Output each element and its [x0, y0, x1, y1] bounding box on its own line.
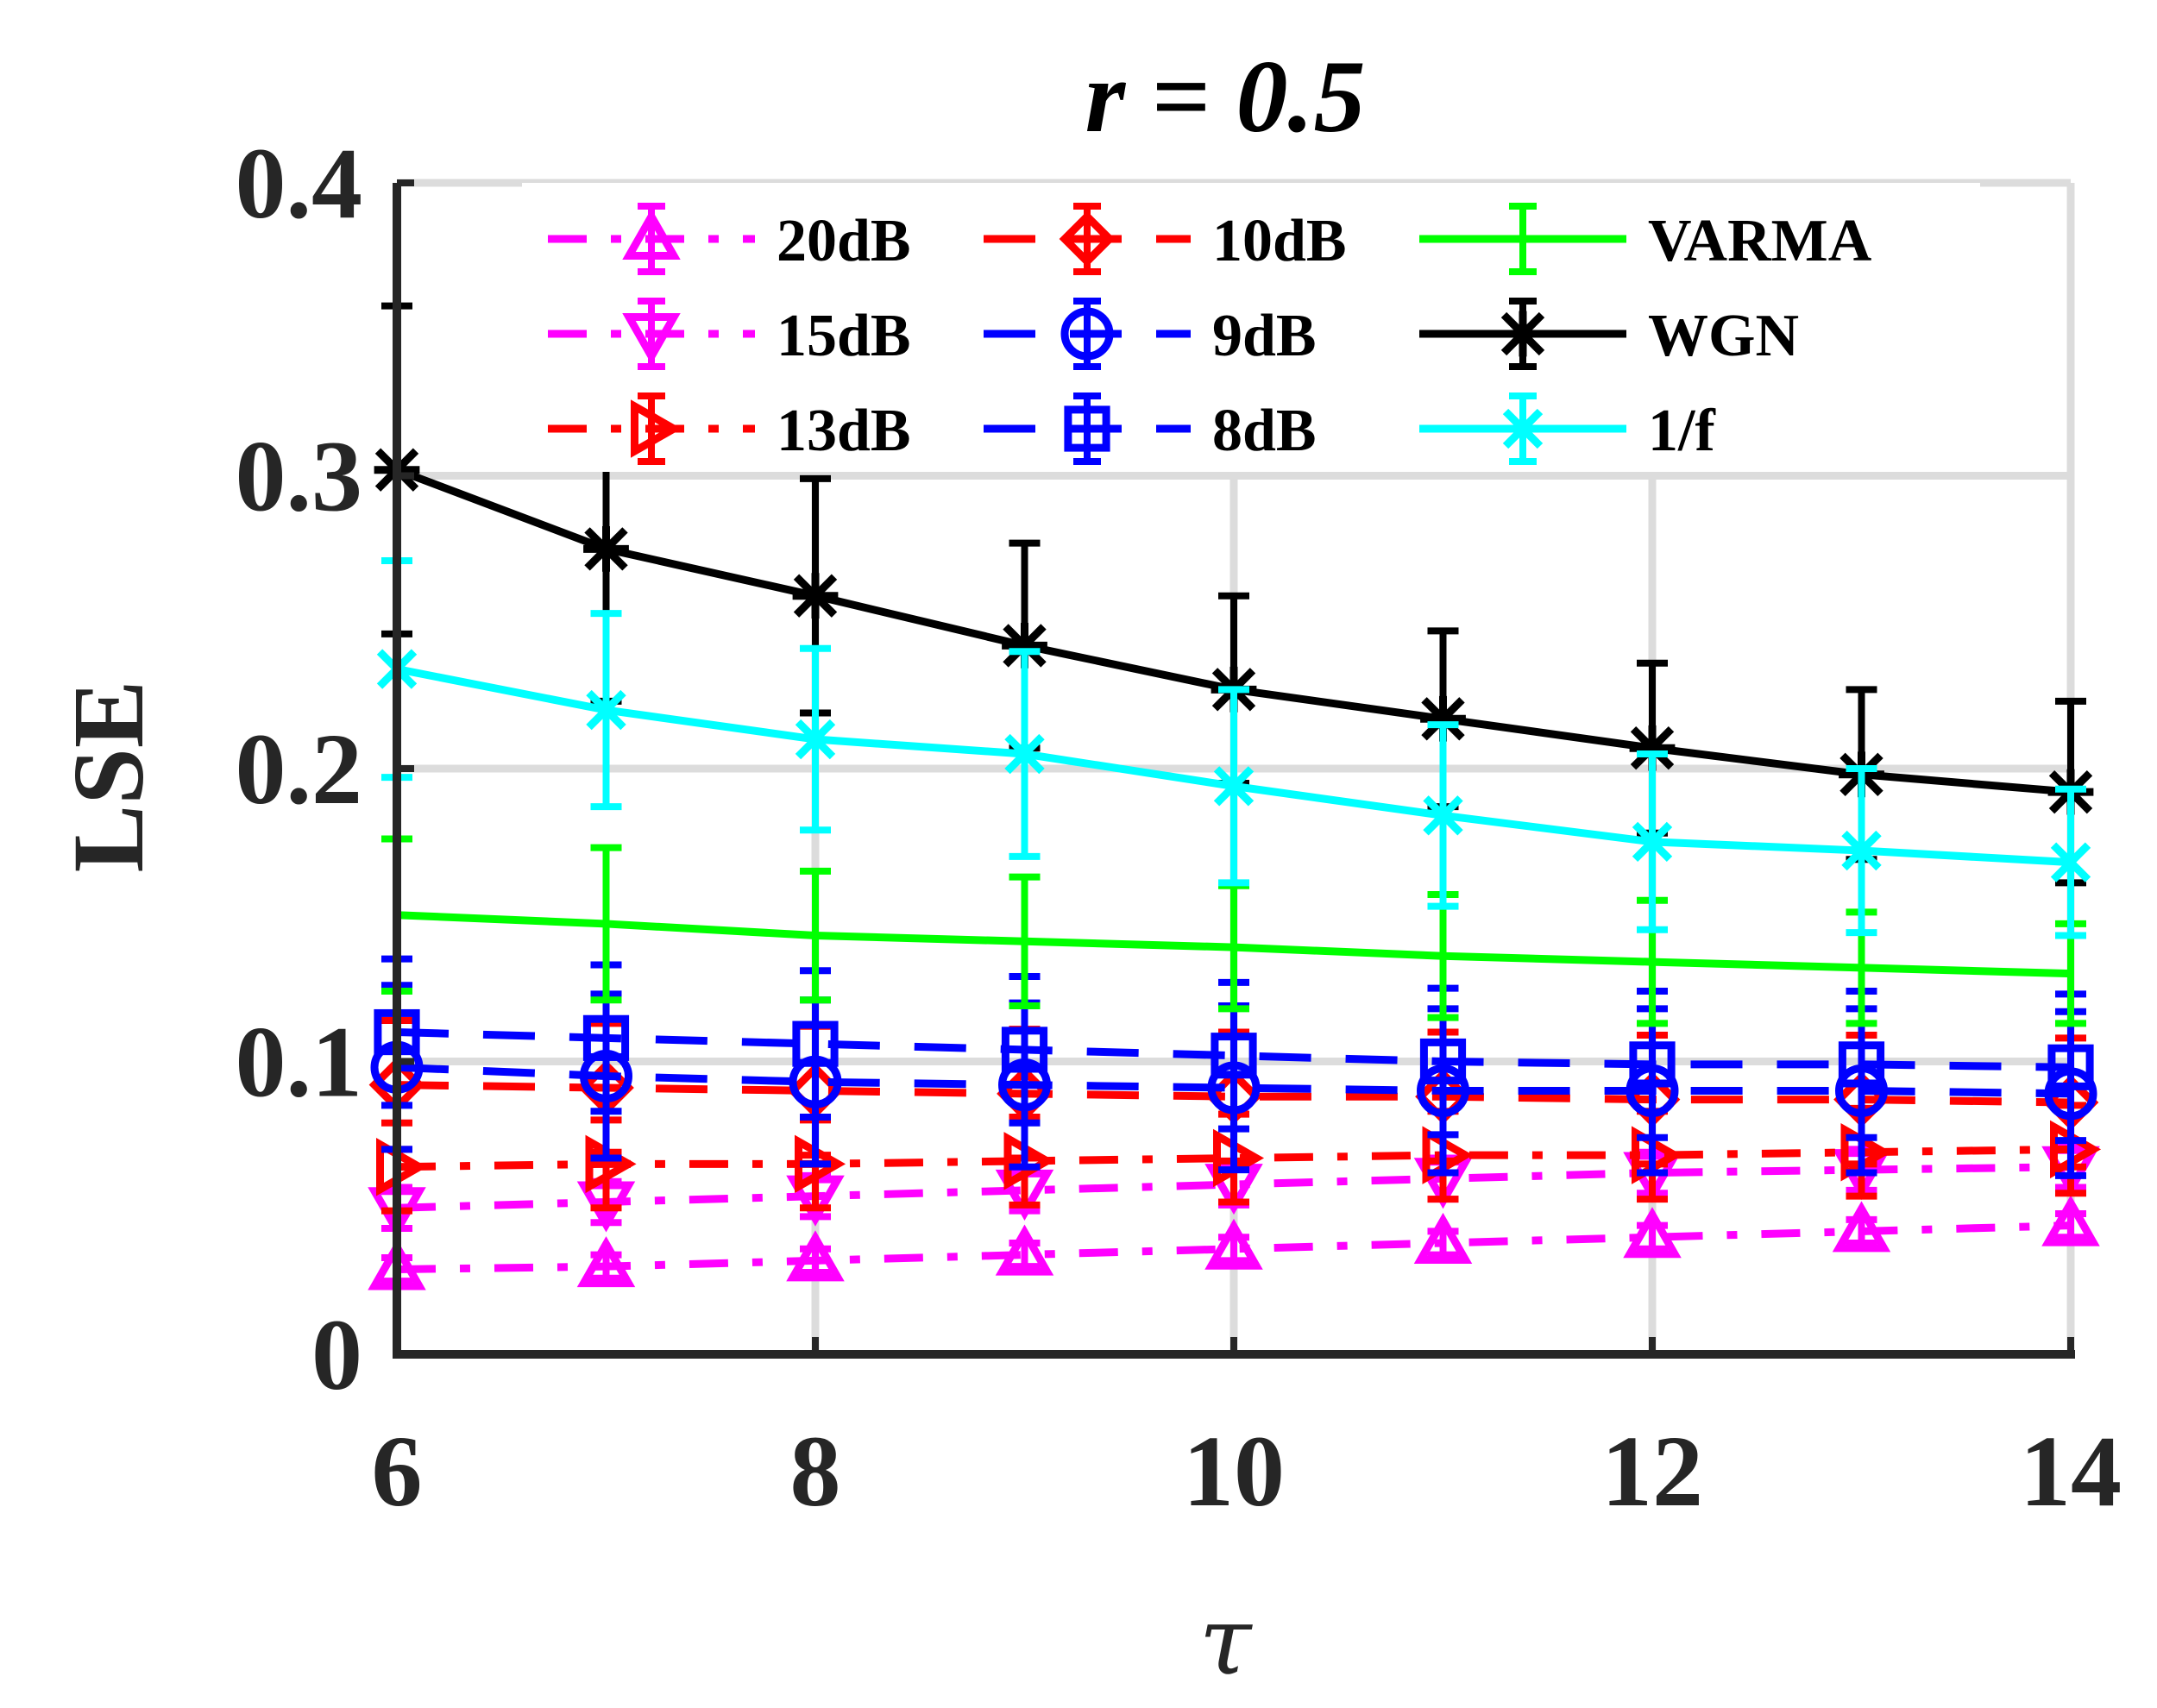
- data-point-marker: [1500, 311, 1546, 357]
- series-line: [396, 911, 2072, 978]
- data-point-marker: [1060, 307, 1114, 361]
- legend: 20dB 15dB 13dB 10dB 9dB 8dB VARMA WGN 1/f: [522, 183, 1980, 472]
- data-point-marker: [792, 573, 839, 619]
- legend-item: 13dB: [548, 392, 911, 465]
- data-point-marker-stroke: [1841, 830, 1882, 871]
- legend-box: [522, 183, 1980, 472]
- legend-item: 1/f: [1419, 392, 1715, 465]
- data-point-marker-stroke: [1632, 821, 1673, 863]
- data-point-marker: [1632, 821, 1673, 863]
- legend-label: 1/f: [1648, 398, 1715, 464]
- legend-item: 20dB: [548, 203, 911, 275]
- series-line: [396, 1163, 2072, 1212]
- data-point-marker: [2050, 842, 2091, 882]
- data-point-marker: [1420, 695, 1466, 742]
- chart-title: r = 0.5: [1085, 39, 1365, 154]
- legend-item: 9dB: [984, 298, 1317, 370]
- series-line: [396, 1145, 2072, 1171]
- data-point-marker: [622, 313, 681, 365]
- data-point-marker: [1002, 623, 1047, 669]
- data-point-marker: [786, 1230, 845, 1282]
- data-point-marker: [1838, 1041, 1885, 1088]
- legend-item: 10dB: [984, 203, 1347, 275]
- series-line: [396, 1221, 2072, 1274]
- y-tick-label: 0.1: [236, 1006, 363, 1119]
- legend-label: 8dB: [1212, 398, 1317, 464]
- y-tick-label: 0.3: [236, 420, 363, 533]
- data-point-marker: [795, 719, 836, 760]
- data-point-marker: [1623, 1207, 1682, 1259]
- data-point-marker-stroke: [1004, 733, 1045, 775]
- data-point-marker: [995, 1224, 1054, 1276]
- legend-label: 13dB: [777, 398, 911, 464]
- data-point-marker-stroke: [1213, 766, 1255, 807]
- data-point-marker: [1204, 1218, 1263, 1270]
- x-tick-label: 14: [2020, 1415, 2122, 1528]
- data-point-marker-stroke: [795, 719, 836, 760]
- data-point-marker-stroke: [1502, 408, 1544, 449]
- data-point-marker: [792, 1020, 839, 1067]
- data-point-marker: [2041, 1195, 2100, 1246]
- data-point-marker: [631, 399, 682, 458]
- legend-item: WGN: [1419, 298, 1799, 370]
- series-line: [396, 1028, 2072, 1071]
- y-tick-label: 0.2: [236, 713, 363, 826]
- y-axis-label: LSE: [52, 680, 165, 872]
- x-tick-label: 8: [790, 1415, 841, 1528]
- series-line: [396, 1081, 2072, 1107]
- data-point-marker: [1502, 408, 1544, 449]
- data-point-marker: [583, 525, 629, 572]
- legend-label: 20dB: [777, 208, 911, 274]
- legend-item: 15dB: [548, 298, 911, 370]
- x-tick-label: 6: [372, 1415, 423, 1528]
- data-point-marker: [586, 689, 626, 731]
- legend-label: VARMA: [1648, 208, 1872, 274]
- data-point-marker: [1213, 766, 1255, 807]
- x-tick-label: 10: [1183, 1415, 1285, 1528]
- x-axis-label: τ: [1199, 1586, 1254, 1696]
- data-point-marker: [1064, 405, 1110, 452]
- data-point-marker: [1841, 830, 1882, 871]
- data-point-marker-stroke: [586, 689, 626, 731]
- data-point-marker: [1423, 795, 1463, 836]
- data-point-marker: [1629, 1041, 1676, 1088]
- legend-label: 9dB: [1212, 303, 1317, 369]
- legend-item: 8dB: [984, 392, 1317, 465]
- data-point-marker: [1413, 1212, 1473, 1264]
- legend-item: VARMA: [1419, 203, 1872, 275]
- legend-label: WGN: [1648, 303, 1799, 369]
- data-point-marker: [1832, 1201, 1891, 1253]
- series-1f: [376, 556, 2091, 939]
- data-point-marker: [1001, 1027, 1048, 1073]
- y-tick-label: 0.4: [236, 127, 363, 240]
- series-line: [396, 1063, 2072, 1098]
- data-point-marker: [582, 1014, 630, 1061]
- series-varma: [381, 835, 2086, 1027]
- y-tick-label: 0: [311, 1298, 362, 1411]
- data-point-marker-stroke: [1423, 795, 1463, 836]
- legend-label: 10dB: [1212, 208, 1347, 274]
- legend-label: 15dB: [777, 303, 911, 369]
- x-tick-label: 12: [1601, 1415, 1703, 1528]
- data-point-marker: [1419, 1038, 1467, 1085]
- data-point-marker-stroke: [2050, 842, 2091, 882]
- data-point-marker: [1004, 733, 1045, 775]
- data-point-marker: [576, 1236, 636, 1288]
- data-point-marker: [1211, 1033, 1257, 1079]
- data-point-marker: [622, 208, 681, 260]
- axes-layer: 6 8 10 12 14 0 0.1 0.2 0.3 0.4: [236, 127, 2122, 1528]
- data-point-marker: [1059, 210, 1116, 267]
- data-point-marker: [2047, 1044, 2094, 1090]
